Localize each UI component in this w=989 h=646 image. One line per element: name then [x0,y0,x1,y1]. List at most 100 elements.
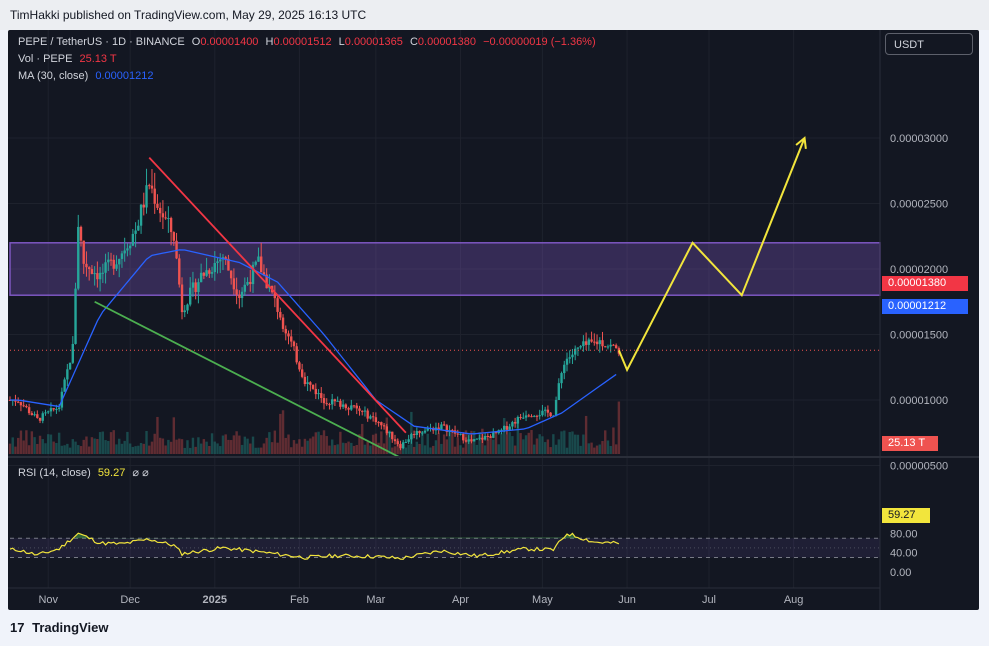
volume-bar [268,432,271,454]
currency-button[interactable]: USDT [885,33,973,55]
candle-body [27,407,31,414]
x-tick-label: Apr [452,594,469,606]
candle-body [16,401,20,403]
candle-body [120,253,124,259]
volume-bar [298,439,301,454]
volume-bar [423,445,427,454]
candle-body [483,435,487,440]
volume-bar [68,447,72,454]
candle-body [295,346,298,363]
volume-bar [205,441,208,454]
candle-body [112,259,115,269]
volume-tag: 25.13 T [882,436,938,451]
volume-bar [63,445,66,454]
volume-bar [543,442,547,454]
volume-bars [8,401,621,454]
candle-body [109,259,113,261]
volume-bar [164,445,167,454]
candle-body [573,348,577,355]
candle-body [126,248,129,251]
volume-bar [224,434,227,454]
volume-bar [279,413,282,454]
volume-bar [333,445,337,454]
volume-bar [128,443,132,454]
chart-frame[interactable] [8,30,979,610]
footer-brand[interactable]: 17 TradingView [10,620,108,635]
ma-value: 0.00001212 [95,70,154,82]
volume-bar [126,431,129,454]
candle-body [426,428,429,431]
volume-bar [98,432,102,454]
candle-body [309,382,312,385]
candle-body [150,185,154,189]
volume-bar [388,430,391,454]
candle-body [101,272,105,274]
volume-bar [573,434,577,454]
rsi-visibility-icons[interactable]: ⌀ ⌀ [132,467,149,479]
candle-body [464,440,468,442]
candle-body [194,282,197,293]
y-tick-label: 0.00002500 [890,199,948,211]
high-value: 0.00001512 [273,36,332,48]
volume-bar [292,440,296,454]
volume-bar [524,435,528,454]
candle-body [355,405,358,409]
candle-body [90,269,94,274]
candle-body [210,272,214,274]
volume-bar [412,446,416,454]
candle-body [399,444,402,449]
candle-body [145,185,148,208]
volume-bar [74,441,77,454]
candle-body [576,347,580,349]
volume-bar [472,431,476,454]
candle-body [161,213,165,218]
volume-bar [538,434,541,454]
candle-body [385,426,388,434]
volume-bar [259,447,263,454]
candle-body [396,441,399,445]
candle-body [311,384,315,389]
volume-bar [199,443,203,454]
volume-bar [55,442,58,454]
candle-body [503,425,506,430]
close-label: C [409,36,418,48]
ma-price-tag: 0.00001212 [882,299,968,314]
brand-name: TradingView [32,620,109,635]
candle-body [489,436,492,438]
candle-body [410,434,413,440]
volume-bar [60,445,64,454]
volume-bar [265,437,268,454]
volume-bar [500,433,503,454]
volume-bar [178,438,181,454]
volume-bar [582,434,585,454]
candle-body [202,272,206,276]
volume-bar [516,421,520,454]
volume-bar [560,431,563,454]
candle-body [219,259,222,262]
candle-body [306,382,309,385]
volume-bar [232,435,236,454]
volume-bar [478,432,481,454]
candle-body [401,442,405,449]
candle-body [593,341,596,343]
volume-bar [145,430,148,454]
volume-bar [579,445,582,454]
volume-bar [148,445,151,454]
volume-bar [576,434,580,454]
candle-body [492,432,495,438]
resistance-zone [9,242,881,296]
volume-bar [571,431,574,454]
x-tick-label: 2025 [203,594,227,606]
volume-bar [227,439,230,454]
candle-body [216,261,219,264]
candle-body [500,429,503,431]
volume-bar [475,444,479,454]
candle-body [565,358,569,365]
candle-body [563,364,566,374]
rsi-tick-label: 0.00 [890,567,911,579]
candle-body [96,273,99,280]
volume-bar [33,437,36,454]
candle-body [93,273,96,275]
volume-bar [492,439,495,454]
